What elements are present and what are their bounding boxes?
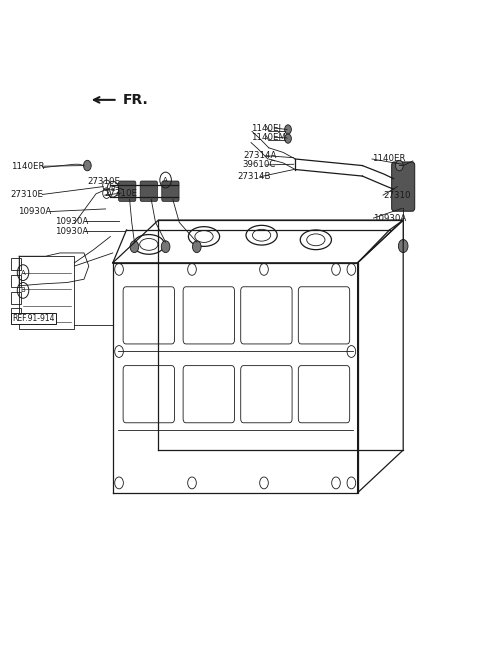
Circle shape — [398, 240, 408, 253]
Bar — [11, 308, 21, 320]
Text: FR.: FR. — [122, 93, 148, 107]
Text: 27310E: 27310E — [87, 177, 120, 186]
Text: 39610C: 39610C — [243, 160, 276, 170]
Text: A: A — [21, 269, 25, 276]
Text: B: B — [110, 186, 115, 193]
Text: 1140EM: 1140EM — [251, 133, 286, 142]
Text: REF.91-914: REF.91-914 — [12, 314, 55, 323]
Text: 27310E: 27310E — [105, 189, 138, 198]
Bar — [11, 275, 21, 287]
Text: 27310E: 27310E — [11, 190, 44, 199]
FancyBboxPatch shape — [119, 181, 136, 201]
Text: 1140ER: 1140ER — [372, 154, 406, 164]
Text: 27314A: 27314A — [243, 151, 276, 160]
Text: 27310: 27310 — [383, 191, 410, 200]
FancyBboxPatch shape — [392, 162, 415, 212]
FancyBboxPatch shape — [140, 181, 157, 201]
Circle shape — [396, 160, 403, 171]
Text: 1140EJ: 1140EJ — [251, 124, 280, 133]
Text: 10930A: 10930A — [55, 227, 88, 236]
Text: B: B — [21, 287, 25, 294]
Text: 10930A: 10930A — [373, 214, 407, 223]
Text: 27314B: 27314B — [237, 172, 271, 181]
Circle shape — [84, 160, 91, 171]
Circle shape — [130, 240, 139, 252]
Text: 10930A: 10930A — [18, 207, 51, 216]
Bar — [11, 258, 21, 270]
Text: 10930A: 10930A — [55, 217, 88, 226]
Circle shape — [285, 134, 291, 143]
FancyBboxPatch shape — [162, 181, 179, 201]
Text: A: A — [163, 177, 168, 183]
Circle shape — [285, 125, 291, 134]
Bar — [11, 292, 21, 304]
Circle shape — [192, 240, 201, 252]
Text: 1140ER: 1140ER — [11, 162, 44, 171]
Circle shape — [161, 240, 170, 252]
